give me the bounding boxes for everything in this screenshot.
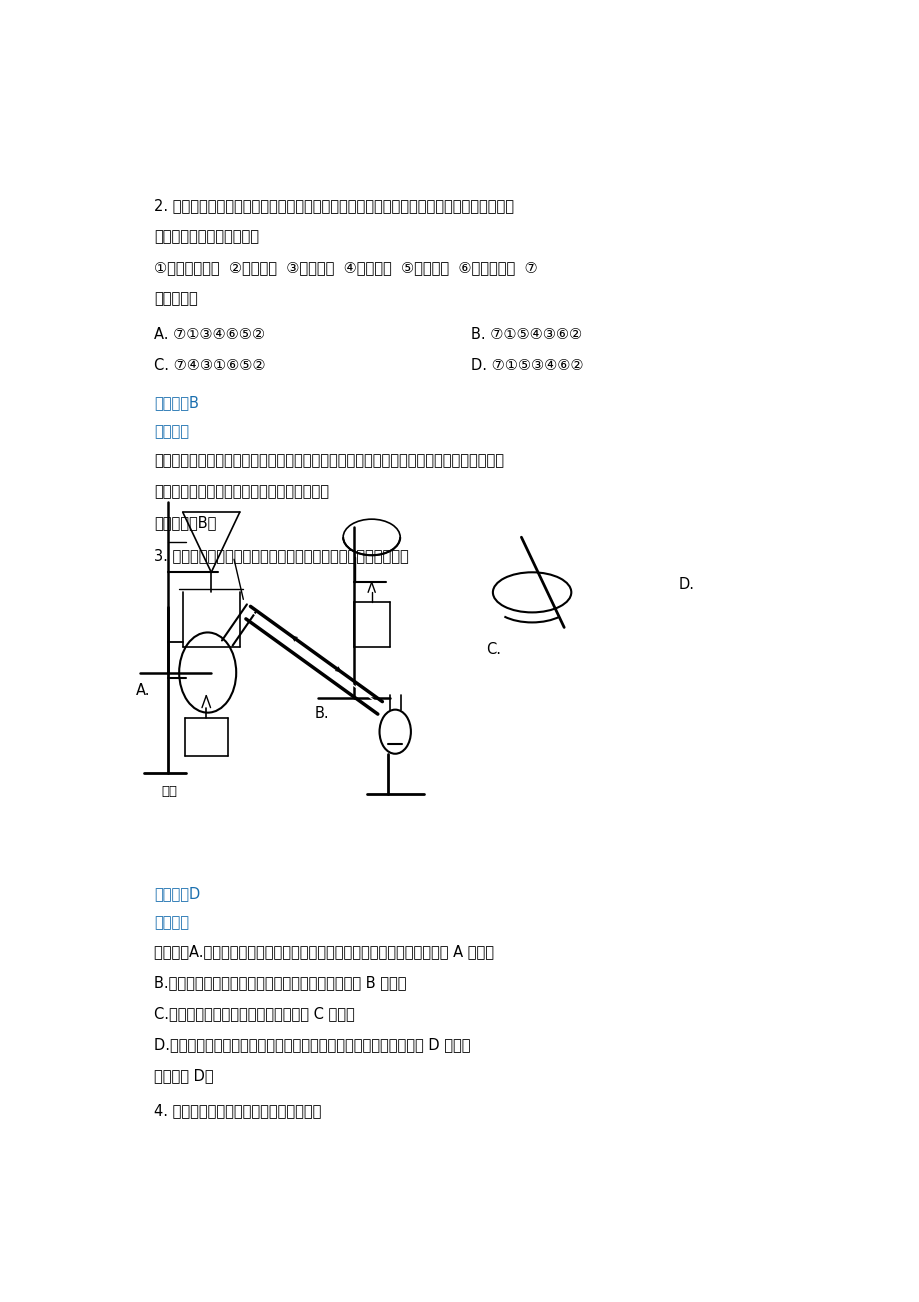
Text: 4. 下列实验中，原理不同于其它三个的是: 4. 下列实验中，原理不同于其它三个的是 bbox=[154, 1104, 322, 1118]
Text: 【详解】A.该装置可用于粗盐提纯过程中分离泥沙等不溶物的过滤操作，故 A 正确；: 【详解】A.该装置可用于粗盐提纯过程中分离泥沙等不溶物的过滤操作，故 A 正确； bbox=[154, 944, 494, 960]
Text: A.: A. bbox=[136, 682, 151, 698]
Text: 3. 实验室用粗盐提纯制取食盐晶体过程中，下列操作不需要的是: 3. 实验室用粗盐提纯制取食盐晶体过程中，下列操作不需要的是 bbox=[154, 548, 409, 564]
Text: 故答案为：B。: 故答案为：B。 bbox=[154, 516, 216, 530]
Text: A. ⑦①③④⑥⑤②: A. ⑦①③④⑥⑤② bbox=[154, 327, 265, 341]
Text: D.蒸馏是用来分离两种互溶的液体且熔沸点不同的混合物的方法，故 D 错误；: D.蒸馏是用来分离两种互溶的液体且熔沸点不同的混合物的方法，故 D 错误； bbox=[154, 1038, 471, 1052]
Text: 【解析】: 【解析】 bbox=[154, 424, 189, 439]
Text: 研制过程经历的正确顺序为: 研制过程经历的正确顺序为 bbox=[154, 229, 259, 245]
Text: D. ⑦①⑤③④⑥②: D. ⑦①⑤③④⑥② bbox=[471, 358, 584, 372]
Text: 研究的缘起: 研究的缘起 bbox=[154, 292, 198, 306]
Text: 定组成、测定结构、合成与修饰、广泛应用；: 定组成、测定结构、合成与修饰、广泛应用； bbox=[154, 484, 329, 499]
Text: ①提取有效成分  ②广泛应用  ③测定结构  ④确定组成  ⑤获得晶体  ⑥合成与修饰  ⑦: ①提取有效成分 ②广泛应用 ③测定结构 ④确定组成 ⑤获得晶体 ⑥合成与修饰 ⑦ bbox=[154, 260, 538, 276]
Text: D.: D. bbox=[677, 577, 694, 592]
Text: C.: C. bbox=[485, 642, 500, 658]
Text: B.该装置用于从溶液中得到食盐晶体的蒸发操作，故 B 正确；: B.该装置用于从溶液中得到食盐晶体的蒸发操作，故 B 正确； bbox=[154, 975, 406, 991]
Text: 2. 我国科学家屠呦呦因发现了用于治疗疟疾的青蒿素而获得了诺贝尔奖。下列关于青蒿素的: 2. 我国科学家屠呦呦因发现了用于治疗疟疾的青蒿素而获得了诺贝尔奖。下列关于青蒿… bbox=[154, 198, 514, 214]
Text: 【答案】D: 【答案】D bbox=[154, 887, 200, 901]
Text: 【解析】: 【解析】 bbox=[154, 915, 189, 930]
Text: B.: B. bbox=[314, 706, 329, 720]
Text: 故答案为 D。: 故答案为 D。 bbox=[154, 1069, 213, 1083]
Text: 【详解】按照化学研究实验的流程，所以顺序为研究的缘起、提取有效成分、获得晶体、确: 【详解】按照化学研究实验的流程，所以顺序为研究的缘起、提取有效成分、获得晶体、确 bbox=[154, 453, 504, 467]
Text: C. ⑦④③①⑥⑤②: C. ⑦④③①⑥⑤② bbox=[154, 358, 266, 372]
Text: 蒸馏: 蒸馏 bbox=[161, 785, 177, 798]
Text: 【答案】B: 【答案】B bbox=[154, 395, 199, 410]
Text: C.该装置用于蒸发得到晶体的操作，故 C 正确；: C.该装置用于蒸发得到晶体的操作，故 C 正确； bbox=[154, 1006, 355, 1021]
Text: B. ⑦①⑤④③⑥②: B. ⑦①⑤④③⑥② bbox=[471, 327, 582, 341]
